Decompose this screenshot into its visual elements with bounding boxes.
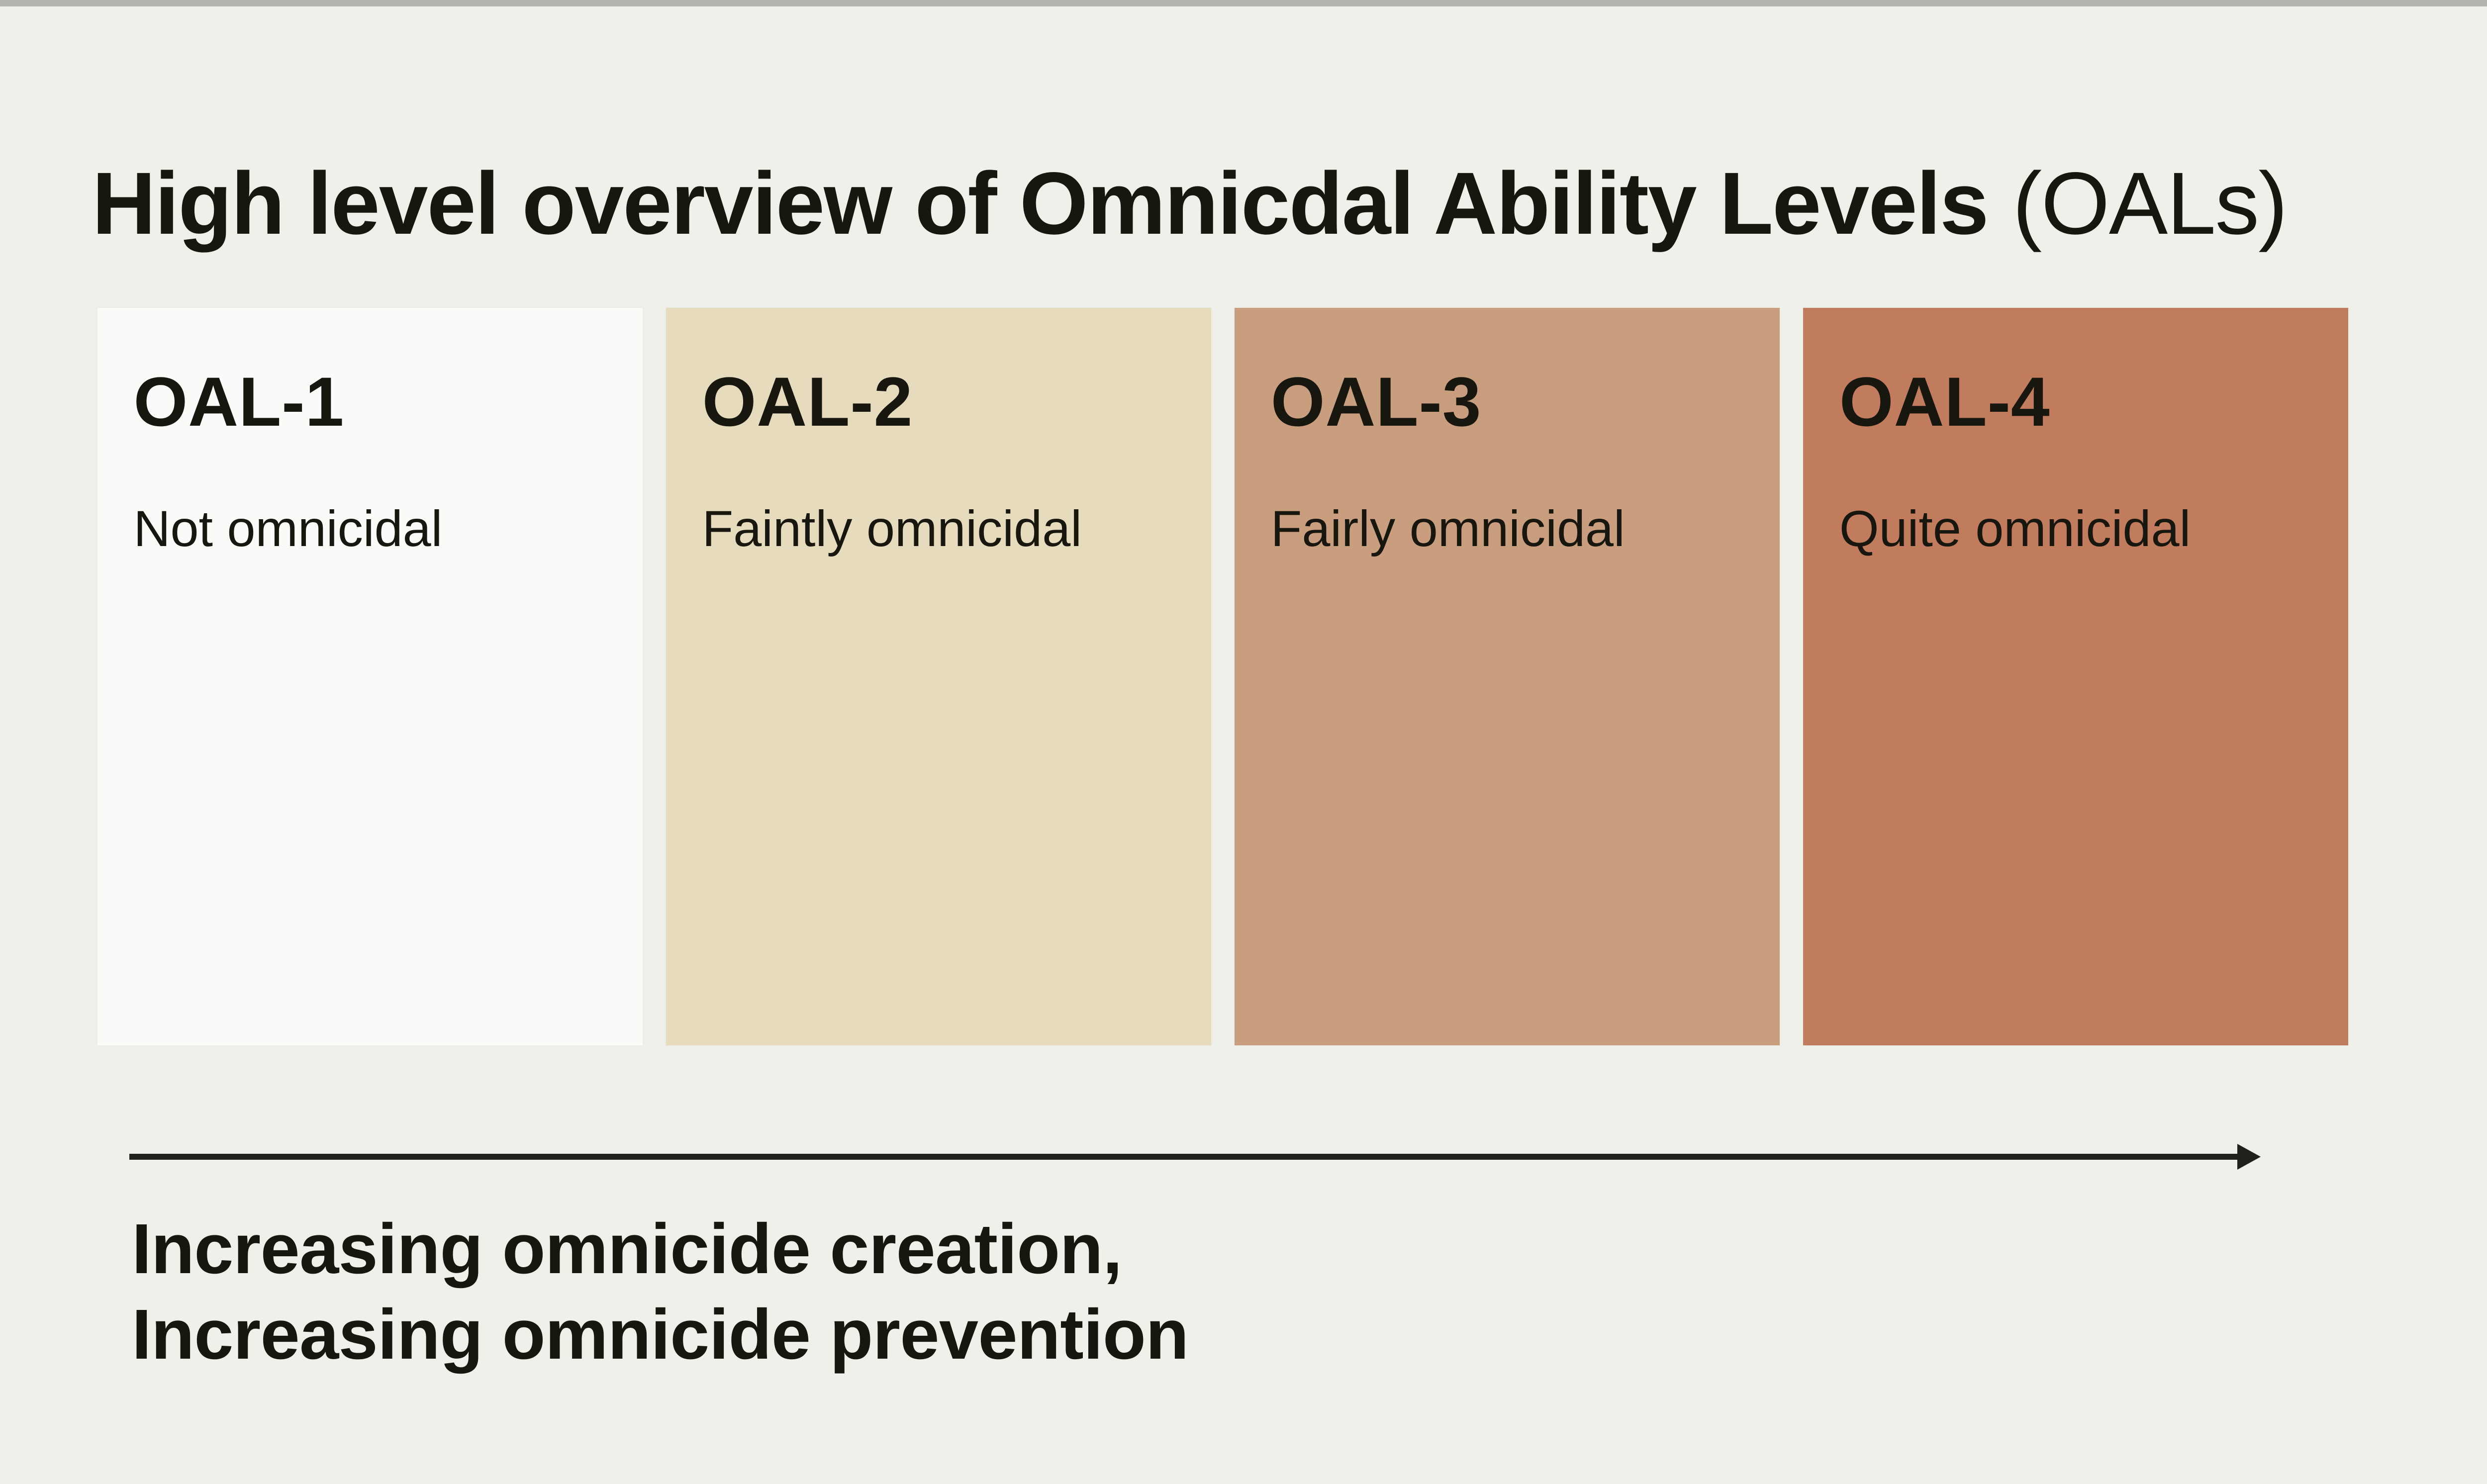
oal-card-subtitle: Not omnicidal [133, 499, 443, 557]
oal-card-title: OAL-3 [1270, 363, 1482, 441]
oal-3-card: OAL-3 Fairly omnicidal [1235, 307, 1780, 1045]
oal-card-title: OAL-2 [702, 363, 913, 441]
oal-card-title: OAL-4 [1839, 363, 2050, 441]
page-title: High level overview of Omnicdal Ability … [92, 153, 2288, 253]
oal-card-subtitle: Quite omnicidal [1839, 499, 2191, 557]
oal-1-card: OAL-1 Not omnicidal [97, 307, 643, 1045]
arrow-line [129, 1153, 2241, 1160]
axis-caption: Increasing omnicide creation, Increasing… [132, 1206, 1189, 1378]
oal-2-card: OAL-2 Faintly omnicidal [666, 307, 1211, 1045]
oal-cards-row: OAL-1 Not omnicidal OAL-2 Faintly omnici… [97, 307, 2348, 1045]
oal-card-subtitle: Faintly omnicidal [702, 499, 1082, 557]
oal-card-title: OAL-1 [133, 363, 344, 441]
axis-caption-line-1: Increasing omnicide creation, [132, 1209, 1122, 1289]
oal-card-subtitle: Fairly omnicidal [1270, 499, 1625, 557]
page-title-paren: (OALs) [2012, 153, 2288, 253]
axis-caption-line-2: Increasing omnicide prevention [132, 1295, 1189, 1375]
top-window-strip [0, 0, 2487, 6]
oal-4-card: OAL-4 Quite omnicidal [1803, 307, 2348, 1045]
arrow-head-icon [2237, 1143, 2261, 1170]
page-title-main: High level overview of Omnicdal Ability … [92, 153, 1989, 253]
